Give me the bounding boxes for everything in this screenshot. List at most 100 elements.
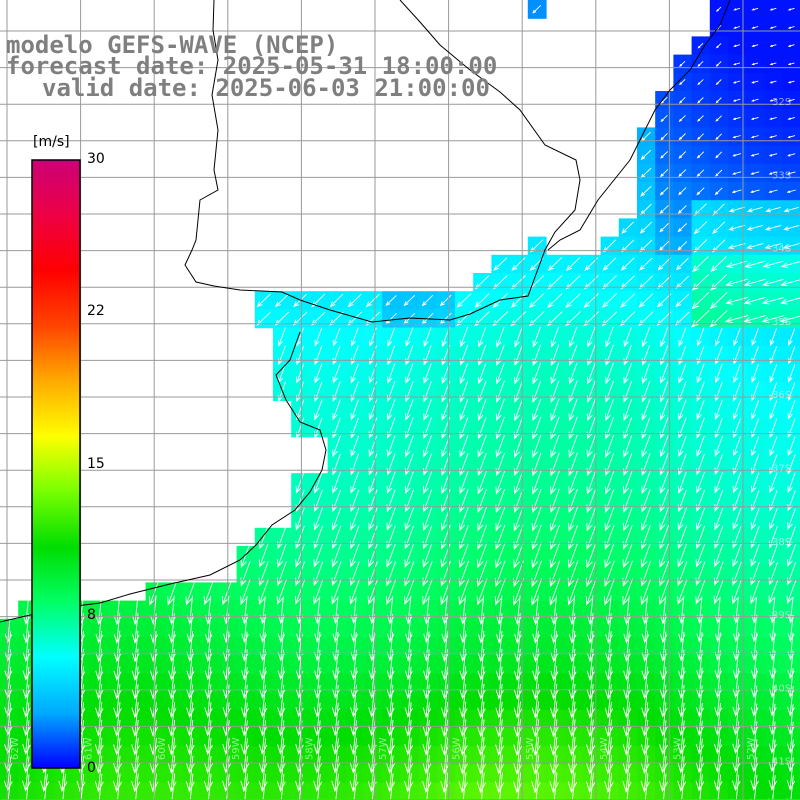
wind-arrow <box>422 471 433 495</box>
wind-arrow <box>404 435 414 458</box>
wind-arrow <box>112 773 122 800</box>
wind-arrow <box>678 187 687 196</box>
wind-arrow <box>423 435 432 458</box>
wind-arrow <box>768 579 779 605</box>
wind-arrow <box>750 774 759 800</box>
wind-arrow <box>640 773 649 800</box>
wind-arrow <box>678 151 687 159</box>
wind-arrow <box>531 754 541 794</box>
wind-arrow <box>476 719 486 756</box>
wind-arrow <box>494 754 505 794</box>
wind-arrow <box>256 293 271 308</box>
wind-arrow <box>750 739 759 773</box>
lon-label: 62W <box>10 737 21 760</box>
wind-arrow <box>733 328 741 347</box>
wind-arrow <box>787 328 796 346</box>
wind-arrow <box>641 362 651 385</box>
wind-arrow <box>386 507 396 531</box>
wind-arrow <box>768 189 778 194</box>
wind-arrow <box>587 326 596 348</box>
wind-arrow <box>787 436 796 457</box>
wind-arrow <box>404 702 413 737</box>
wind-arrow <box>514 398 524 422</box>
wind-arrow <box>715 61 722 67</box>
wind-arrow <box>715 327 723 347</box>
wind-arrow <box>677 223 688 233</box>
wind-arrow <box>350 435 360 458</box>
wind-arrow <box>186 702 195 737</box>
wind-arrow <box>549 578 561 606</box>
wind-arrow <box>423 649 431 681</box>
wind-arrow <box>780 297 800 305</box>
wind-arrow <box>696 471 705 494</box>
wind-arrow <box>495 434 505 458</box>
wind-arrow <box>715 97 722 104</box>
wind-arrow <box>604 755 614 793</box>
lon-label: 61W <box>84 737 95 760</box>
wind-arrow <box>350 507 360 531</box>
wind-arrow <box>549 701 559 738</box>
coastline <box>184 0 581 323</box>
wind-arrow <box>404 543 415 568</box>
wind-arrow <box>513 434 524 458</box>
wind-arrow <box>495 701 505 738</box>
wind-arrow <box>404 471 414 495</box>
wind-arrow <box>259 649 268 681</box>
wind-arrow <box>750 116 759 120</box>
wind-arrow <box>768 153 778 157</box>
wind-arrow <box>314 363 323 384</box>
wind-arrow <box>731 189 742 194</box>
wind-arrow <box>731 171 742 175</box>
wind-arrow <box>440 701 450 737</box>
wind-arrow <box>641 507 651 532</box>
wind-arrow <box>769 7 777 11</box>
wind-arrow <box>641 631 650 662</box>
wind-arrow <box>750 153 760 157</box>
wind-arrow <box>386 399 396 421</box>
wind-arrow <box>769 436 778 457</box>
wind-arrow <box>659 667 668 700</box>
wind-arrow <box>659 702 668 737</box>
wind-arrow <box>750 189 760 194</box>
wind-arrow <box>131 773 140 800</box>
wind-arrow <box>761 296 785 305</box>
wind-arrow <box>751 80 759 84</box>
wind-arrow <box>531 542 542 569</box>
wind-arrow <box>511 257 526 272</box>
wind-arrow <box>640 737 650 774</box>
wind-arrow <box>459 507 469 532</box>
wind-arrow <box>350 363 359 384</box>
wind-arrow <box>458 754 468 794</box>
wind-arrow <box>732 543 742 568</box>
wind-arrow <box>768 685 777 717</box>
wind-arrow <box>678 399 687 421</box>
wind-arrow <box>131 613 140 644</box>
wind-arrow <box>365 293 380 308</box>
wind-arrow <box>112 737 122 774</box>
wind-arrow <box>440 755 450 794</box>
wind-arrow <box>495 542 506 569</box>
wind-arrow <box>313 667 322 699</box>
wind-arrow <box>94 773 104 800</box>
wind-arrow <box>240 773 249 800</box>
wind-arrow <box>567 542 579 569</box>
wind-arrow <box>459 435 469 458</box>
wind-arrow <box>732 436 742 457</box>
wind-arrow <box>762 260 784 268</box>
wind-arrow <box>95 613 104 644</box>
wind-arrow <box>331 579 342 605</box>
wind-arrow <box>347 293 362 308</box>
wind-arrow <box>604 701 614 738</box>
wind-arrow <box>386 702 395 737</box>
wind-arrow <box>386 667 395 699</box>
wind-arrow <box>641 435 651 458</box>
wind-arrow <box>691 291 710 310</box>
wind-arrow <box>4 631 13 662</box>
wind-arrow <box>714 667 723 699</box>
wind-arrow <box>349 773 358 800</box>
wind-arrow <box>568 326 578 348</box>
wind-arrow <box>532 613 541 644</box>
wind-arrow <box>622 737 632 775</box>
wind-arrow <box>659 205 669 215</box>
wind-arrow <box>641 649 650 681</box>
